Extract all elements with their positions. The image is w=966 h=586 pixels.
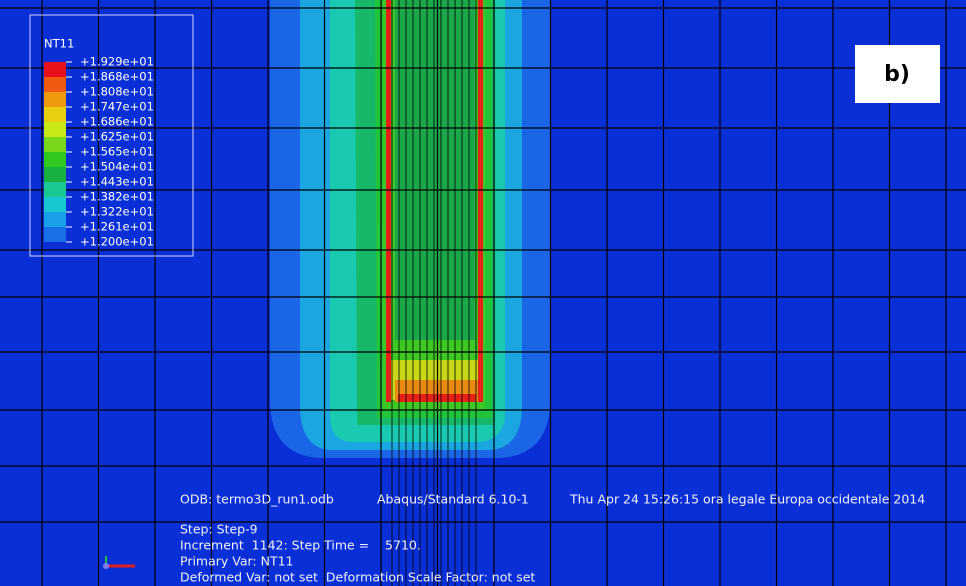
solver-info: Abaqus/Standard 6.10-1 xyxy=(377,492,529,507)
legend-swatch xyxy=(44,62,66,77)
legend-label: +1.565e+01 xyxy=(80,145,154,159)
legend-swatch xyxy=(44,182,66,197)
increment-info: Increment 1142: Step Time = 5710. xyxy=(180,538,421,553)
legend-label: +1.200e+01 xyxy=(80,235,154,249)
legend-label: +1.929e+01 xyxy=(80,55,154,69)
band-red-left xyxy=(386,0,391,402)
date-info: Thu Apr 24 15:26:15 ora legale Europa oc… xyxy=(569,492,925,507)
legend: NT11 +1.929e+01+1.868e+01+1.808e+01+1.74… xyxy=(29,14,194,257)
band-red-right xyxy=(478,0,483,402)
contour-plot xyxy=(270,0,550,458)
legend-swatch xyxy=(44,137,66,152)
primary-var-info: Primary Var: NT11 xyxy=(180,554,294,569)
legend-label: +1.808e+01 xyxy=(80,85,154,99)
legend-swatch xyxy=(44,227,66,242)
legend-swatch xyxy=(44,122,66,137)
triad xyxy=(103,556,135,569)
deformed-var-info: Deformed Var: not set Deformation Scale … xyxy=(180,570,535,585)
odb-info: ODB: termo3D_run1.odb xyxy=(180,492,334,507)
legend-label: +1.261e+01 xyxy=(80,220,154,234)
panel-label-box xyxy=(855,45,940,103)
legend-label: +1.382e+01 xyxy=(80,190,154,204)
legend-swatch xyxy=(44,107,66,122)
legend-label: +1.322e+01 xyxy=(80,205,154,219)
legend-swatch xyxy=(44,212,66,227)
legend-swatch xyxy=(44,77,66,92)
legend-label: +1.443e+01 xyxy=(80,175,154,189)
band-inner xyxy=(395,0,475,340)
legend-label: +1.625e+01 xyxy=(80,130,154,144)
legend-label: +1.747e+01 xyxy=(80,100,154,114)
legend-frame xyxy=(29,14,194,257)
triad-origin xyxy=(103,563,109,569)
step-info: Step: Step-9 xyxy=(180,522,258,537)
legend-label: +1.504e+01 xyxy=(80,160,154,174)
panel-label: b) xyxy=(884,62,910,87)
legend-swatch xyxy=(44,152,66,167)
legend-label: +1.868e+01 xyxy=(80,70,154,84)
legend-title: NT11 xyxy=(44,37,74,51)
legend-swatch xyxy=(44,197,66,212)
legend-swatch xyxy=(44,167,66,182)
legend-label: +1.686e+01 xyxy=(80,115,154,129)
legend-swatch xyxy=(44,92,66,107)
